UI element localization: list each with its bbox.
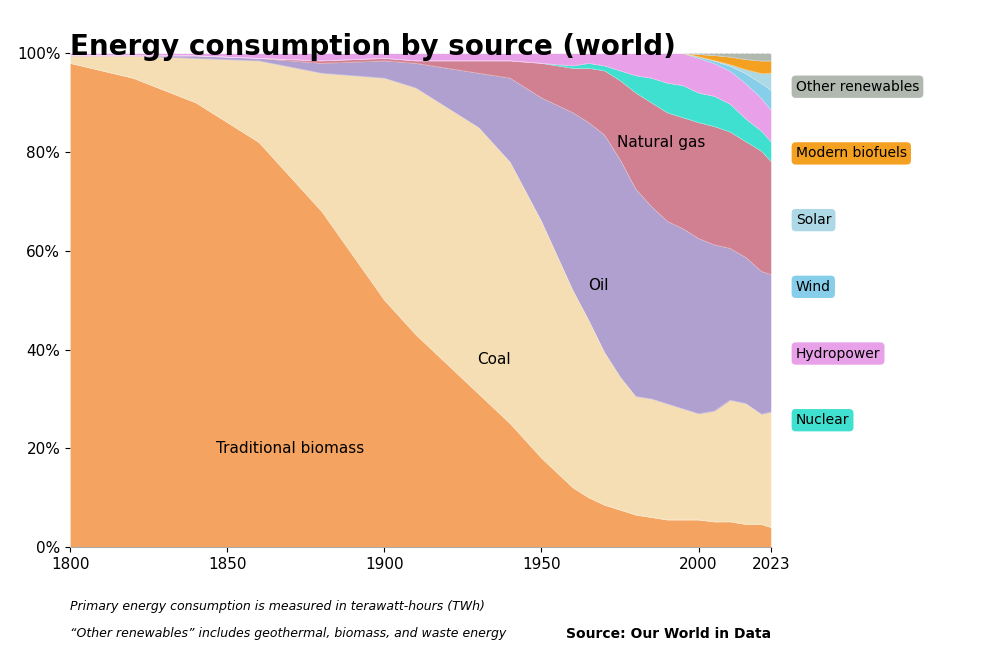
Text: Oil: Oil xyxy=(588,278,609,293)
Text: Solar: Solar xyxy=(796,213,831,227)
Text: Other renewables: Other renewables xyxy=(796,80,919,93)
Text: “Other renewables” includes geothermal, biomass, and waste energy: “Other renewables” includes geothermal, … xyxy=(70,627,507,640)
Text: Wind: Wind xyxy=(796,280,831,293)
Text: Nuclear: Nuclear xyxy=(796,414,849,427)
Text: Coal: Coal xyxy=(477,352,512,367)
Text: Traditional biomass: Traditional biomass xyxy=(216,441,364,456)
Text: Hydropower: Hydropower xyxy=(796,347,880,360)
Text: Primary energy consumption is measured in terawatt-hours (TWh): Primary energy consumption is measured i… xyxy=(70,600,484,613)
Text: Natural gas: Natural gas xyxy=(617,135,705,149)
Text: Source: Our World in Data: Source: Our World in Data xyxy=(566,627,771,641)
Text: Energy consumption by source (world): Energy consumption by source (world) xyxy=(70,33,676,61)
Text: Modern biofuels: Modern biofuels xyxy=(796,147,907,160)
